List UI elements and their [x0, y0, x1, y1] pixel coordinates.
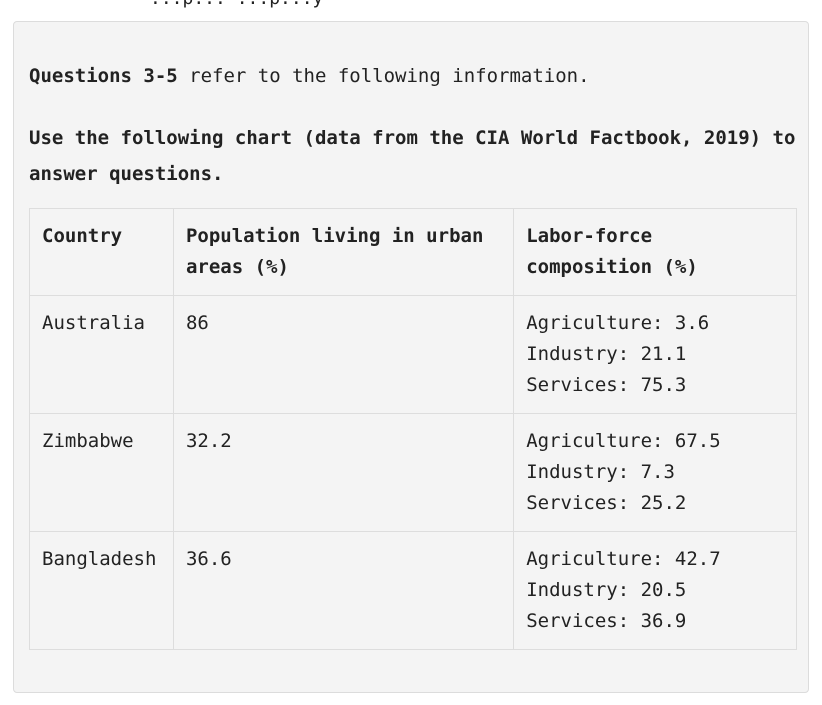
questions-reference-text: Questions 3-5 refer to the following inf… — [29, 64, 590, 88]
labor-services: Services: 25.2 — [526, 492, 687, 514]
header-labor-force: Labor-force composition (%) — [513, 208, 797, 296]
chart-instruction: Use the following chart (data from the C… — [29, 127, 796, 185]
table-header-row: Country Population living in urban areas… — [29, 208, 797, 296]
factbook-table: Country Population living in urban areas… — [29, 208, 797, 650]
table-row: Bangladesh 36.6 Agriculture: 42.7 Indust… — [29, 531, 797, 650]
cell-country: Bangladesh — [29, 531, 174, 650]
questions-range: Questions 3-5 — [29, 65, 178, 87]
labor-industry: Industry: 7.3 — [526, 461, 675, 483]
labor-services: Services: 36.9 — [526, 610, 687, 632]
header-urban-population: Population living in urban areas (%) — [172, 208, 515, 296]
cell-labor: Agriculture: 42.7 Industry: 20.5 Service… — [513, 531, 797, 650]
cell-urban: 36.6 — [172, 531, 515, 650]
cell-country: Australia — [29, 295, 174, 414]
labor-industry: Industry: 20.5 — [526, 579, 687, 601]
cell-labor: Agriculture: 3.6 Industry: 21.1 Services… — [513, 295, 797, 414]
cell-urban: 32.2 — [172, 413, 515, 532]
cell-country: Zimbabwe — [29, 413, 174, 532]
cell-labor: Agriculture: 67.5 Industry: 7.3 Services… — [513, 413, 797, 532]
cell-urban: 86 — [172, 295, 515, 414]
table-row: Zimbabwe 32.2 Agriculture: 67.5 Industry… — [29, 413, 797, 532]
labor-industry: Industry: 21.1 — [526, 343, 687, 365]
header-country: Country — [29, 208, 174, 296]
table-row: Australia 86 Agriculture: 3.6 Industry: … — [29, 295, 797, 414]
questions-reference-rest: refer to the following information. — [177, 65, 590, 87]
question-panel: Questions 3-5 refer to the following inf… — [13, 21, 809, 693]
labor-services: Services: 75.3 — [526, 374, 687, 396]
clipped-header-text: ...p... ...p...y — [150, 0, 323, 9]
labor-agriculture: Agriculture: 67.5 — [526, 430, 721, 452]
labor-agriculture: Agriculture: 42.7 — [526, 548, 721, 570]
labor-agriculture: Agriculture: 3.6 — [526, 312, 710, 334]
